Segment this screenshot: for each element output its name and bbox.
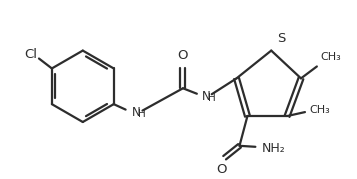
Text: O: O <box>216 163 227 176</box>
Text: NH₂: NH₂ <box>261 142 285 155</box>
Text: N: N <box>202 90 211 103</box>
Text: S: S <box>277 32 286 45</box>
Text: O: O <box>178 49 188 62</box>
Text: N: N <box>132 106 140 118</box>
Text: Cl: Cl <box>25 48 37 61</box>
Text: H: H <box>137 109 145 119</box>
Text: CH₃: CH₃ <box>309 105 330 115</box>
Text: CH₃: CH₃ <box>321 52 342 62</box>
Text: H: H <box>208 93 216 103</box>
